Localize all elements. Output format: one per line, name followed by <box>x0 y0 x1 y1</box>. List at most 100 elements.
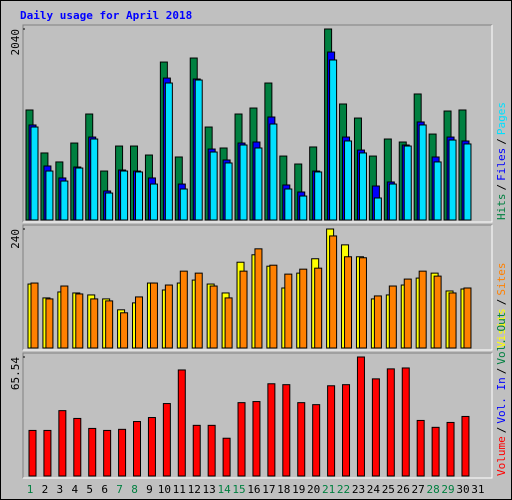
bar <box>135 296 144 349</box>
bar <box>314 267 323 349</box>
bar <box>209 151 218 221</box>
bar <box>179 188 188 221</box>
bar <box>344 140 353 221</box>
x-tick-label: 2 <box>42 483 49 496</box>
bar <box>342 384 351 477</box>
legend-separator: / <box>495 368 508 375</box>
x-tick-label: 27 <box>412 483 425 496</box>
x-tick-label: 31 <box>471 483 484 496</box>
bar <box>284 273 293 349</box>
bar <box>433 275 442 349</box>
y-tick-label: 2040 <box>9 29 22 56</box>
bar <box>284 188 293 221</box>
x-tick-label: 23 <box>352 483 365 496</box>
bevel <box>22 224 492 350</box>
bar <box>388 183 397 221</box>
x-tick-label: 24 <box>367 483 381 496</box>
bar <box>118 428 127 477</box>
x-tick-label: 5 <box>86 483 93 496</box>
x-tick-label: 29 <box>441 483 454 496</box>
bar <box>373 295 382 349</box>
bar <box>120 170 129 221</box>
x-tick-label: 28 <box>426 483 439 496</box>
bar <box>252 401 261 477</box>
bar <box>418 270 427 349</box>
bar <box>314 171 323 221</box>
bar <box>416 419 425 477</box>
bevel <box>23 25 493 223</box>
bar <box>60 285 69 349</box>
bar <box>103 429 112 477</box>
bar <box>358 257 367 349</box>
bar <box>386 368 395 477</box>
bar <box>45 298 54 349</box>
bar <box>282 384 291 477</box>
bar <box>267 383 276 477</box>
bar <box>177 369 186 477</box>
bar <box>344 256 353 349</box>
legend-entry: Visits <box>495 308 508 348</box>
bar <box>433 161 442 221</box>
bar <box>88 427 97 477</box>
x-tick-label: 14 <box>217 483 231 496</box>
bar <box>269 264 278 349</box>
x-tick-label: 15 <box>232 483 245 496</box>
bar <box>73 417 82 477</box>
bar <box>192 424 201 477</box>
bar <box>239 270 248 349</box>
bar <box>358 152 367 221</box>
x-tick-label: 13 <box>203 483 216 496</box>
x-tick-label: 30 <box>456 483 469 496</box>
bar <box>28 429 37 477</box>
bar <box>446 421 455 477</box>
bar <box>356 356 365 477</box>
legend-separator: / <box>495 427 508 434</box>
bevel <box>23 225 493 351</box>
legend-entry: Pages <box>495 102 508 135</box>
bar <box>149 183 158 221</box>
x-tick-label: 21 <box>322 483 335 496</box>
bar <box>312 404 321 477</box>
bar <box>179 270 188 349</box>
x-tick-label: 19 <box>292 483 305 496</box>
bar <box>105 192 114 221</box>
x-tick-label: 11 <box>173 483 186 496</box>
bar <box>224 162 233 221</box>
bar <box>373 197 382 221</box>
legend: Hits / Files / Pages <box>495 102 508 220</box>
legend-separator: / <box>495 184 508 191</box>
bar <box>209 285 218 349</box>
bar <box>120 312 129 349</box>
bar <box>133 421 142 477</box>
chart-title: Daily usage for April 2018 <box>20 9 192 22</box>
bar <box>207 424 216 477</box>
bar <box>224 297 233 349</box>
bar <box>463 143 472 221</box>
bar <box>448 292 457 349</box>
y-tick-label: 240 <box>9 229 22 249</box>
bar <box>329 235 338 349</box>
bevel <box>23 353 493 479</box>
x-tick-label: 10 <box>158 483 171 496</box>
x-tick-label: 16 <box>247 483 260 496</box>
bar <box>299 195 308 221</box>
legend: Volume / Vol. In / Vol. Out <box>495 312 508 476</box>
bar <box>403 278 412 349</box>
bar <box>329 59 338 221</box>
x-tick-label: 25 <box>382 483 395 496</box>
bar <box>90 138 99 221</box>
x-tick-label: 9 <box>146 483 153 496</box>
x-tick-label: 22 <box>337 483 350 496</box>
bar <box>58 410 67 477</box>
bar <box>162 403 171 477</box>
x-tick-label: 4 <box>71 483 78 496</box>
bar <box>222 437 231 477</box>
bar <box>135 171 144 221</box>
x-tick-label: 17 <box>262 483 275 496</box>
x-tick-label: 8 <box>131 483 138 496</box>
bar <box>239 144 248 221</box>
bar <box>30 126 39 221</box>
legend-entry: Hits <box>495 194 508 221</box>
legend-entry: Sites <box>495 263 508 296</box>
legend-entry: Files <box>495 148 508 181</box>
